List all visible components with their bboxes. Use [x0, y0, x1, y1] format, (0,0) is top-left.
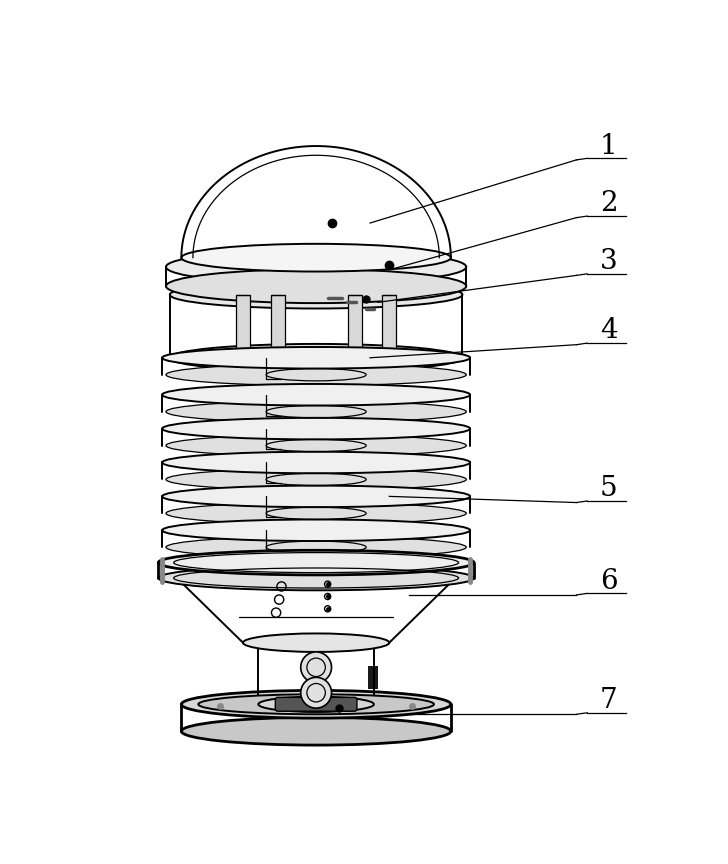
- Ellipse shape: [170, 281, 462, 308]
- Ellipse shape: [158, 550, 474, 575]
- Ellipse shape: [166, 435, 466, 456]
- Text: 1: 1: [600, 132, 617, 160]
- Ellipse shape: [181, 690, 451, 718]
- Ellipse shape: [174, 566, 459, 584]
- FancyBboxPatch shape: [368, 666, 379, 689]
- Ellipse shape: [166, 468, 466, 490]
- Ellipse shape: [181, 717, 451, 745]
- Text: 3: 3: [600, 248, 617, 275]
- Ellipse shape: [166, 503, 466, 524]
- Ellipse shape: [166, 401, 466, 422]
- Ellipse shape: [162, 418, 470, 440]
- FancyBboxPatch shape: [275, 697, 357, 711]
- Ellipse shape: [158, 566, 474, 590]
- Circle shape: [301, 677, 331, 708]
- Ellipse shape: [162, 486, 470, 507]
- Ellipse shape: [162, 519, 470, 541]
- Circle shape: [301, 652, 331, 683]
- FancyBboxPatch shape: [382, 295, 396, 358]
- Ellipse shape: [166, 364, 466, 385]
- Ellipse shape: [198, 695, 434, 715]
- Ellipse shape: [258, 696, 374, 712]
- Ellipse shape: [166, 537, 466, 558]
- Ellipse shape: [181, 244, 451, 271]
- FancyBboxPatch shape: [348, 295, 362, 358]
- Text: 4: 4: [600, 317, 617, 345]
- Ellipse shape: [258, 635, 374, 651]
- Ellipse shape: [162, 347, 470, 369]
- Ellipse shape: [166, 250, 466, 284]
- Ellipse shape: [166, 270, 466, 303]
- FancyBboxPatch shape: [271, 295, 285, 358]
- Text: 2: 2: [600, 190, 617, 217]
- Text: 6: 6: [600, 568, 617, 594]
- Ellipse shape: [243, 633, 389, 652]
- Ellipse shape: [170, 344, 462, 372]
- Text: 5: 5: [600, 475, 617, 502]
- Ellipse shape: [162, 384, 470, 405]
- FancyBboxPatch shape: [236, 295, 250, 358]
- Text: 7: 7: [600, 687, 617, 714]
- Ellipse shape: [162, 452, 470, 473]
